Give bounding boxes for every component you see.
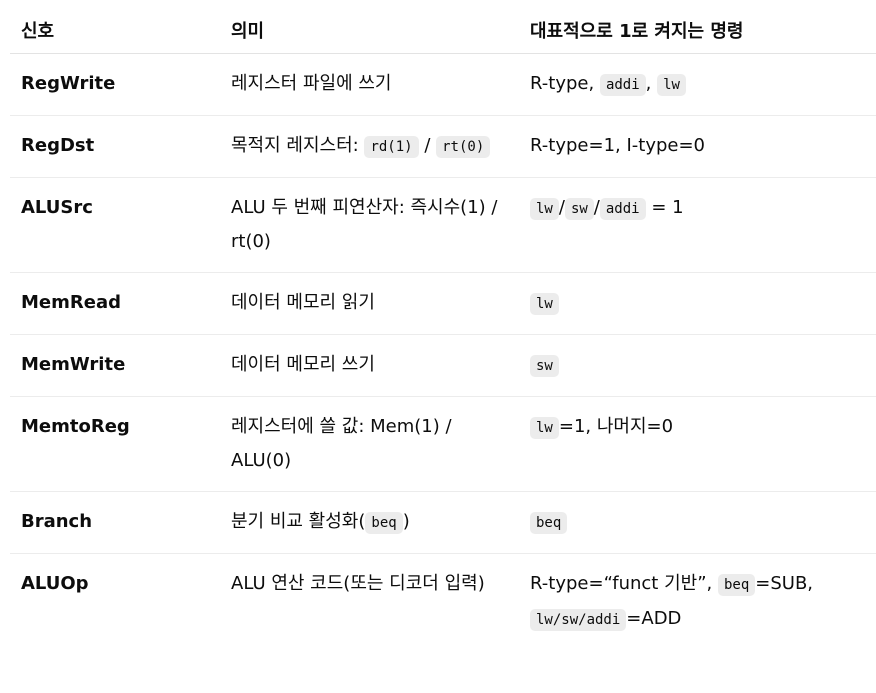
cell-text: 데이터 메모리 읽기 — [231, 292, 375, 313]
table-body: RegWrite 레지스터 파일에 쓰기 R-type, addi, lw RegDs… — [10, 53, 876, 651]
table-row: MemRead 데이터 메모리 읽기 lw — [10, 272, 876, 335]
cell-text: ) — [402, 511, 410, 532]
signal-meaning: 데이터 메모리 쓰기 — [220, 334, 519, 397]
inline-code: rt(0) — [436, 136, 491, 158]
cell-text: =SUB, — [755, 573, 814, 594]
cell-text: =1, 나머지=0 — [558, 416, 674, 437]
inline-code: lw — [657, 74, 686, 96]
signal-name: RegWrite — [10, 53, 220, 116]
typical-instructions: beq — [519, 491, 876, 554]
header-typical-instructions: 대표적으로 1로 켜지는 명령 — [519, 7, 876, 54]
table-row: MemtoReg 레지스터에 쓸 값: Mem(1) / ALU(0) lw =1, … — [10, 396, 876, 492]
signal-meaning: 분기 비교 활성화(beq) — [220, 491, 519, 554]
inline-code: addi — [599, 198, 646, 220]
inline-code: lw — [530, 293, 559, 315]
signal-meaning: ALU 연산 코드(또는 디코더 입력) — [220, 554, 519, 651]
signal-meaning: 레지스터 파일에 쓰기 — [220, 53, 519, 116]
typical-instructions: sw — [519, 334, 876, 397]
cell-text: ALU 두 번째 피연산자: 즉시수(1) / rt(0) — [231, 197, 498, 252]
signal-name: RegDst — [10, 115, 220, 178]
table-header-row: 신호 의미 대표적으로 1로 켜지는 명령 — [10, 7, 876, 54]
cell-text: = 1 — [645, 197, 684, 218]
cell-text: 목적지 레지스터: — [231, 135, 365, 156]
signal-name: ALUSrc — [10, 177, 220, 273]
cell-text: / — [418, 135, 437, 156]
typical-instructions: R-type, addi, lw — [519, 53, 876, 116]
cell-text: =ADD — [626, 608, 682, 629]
signal-name: MemRead — [10, 272, 220, 335]
table-row: MemWrite 데이터 메모리 쓰기 sw — [10, 334, 876, 397]
cell-text: 레지스터 파일에 쓰기 — [231, 73, 392, 94]
cell-text: / — [558, 197, 565, 218]
cell-text: , — [645, 73, 658, 94]
cell-text: ALU 연산 코드(또는 디코더 입력) — [231, 573, 485, 594]
inline-code: rd(1) — [364, 136, 419, 158]
cell-text: R-type=“funct 기반”, — [530, 573, 718, 594]
cell-text: 분기 비교 활성화( — [231, 511, 366, 532]
signal-name: MemtoReg — [10, 396, 220, 492]
cell-text: / — [593, 197, 600, 218]
cell-text: 레지스터에 쓸 값: Mem(1) / ALU(0) — [231, 416, 452, 471]
cell-text: R-type=1, I-type=0 — [530, 135, 706, 156]
inline-code: sw — [530, 355, 559, 377]
signal-name: Branch — [10, 491, 220, 554]
signal-meaning: ALU 두 번째 피연산자: 즉시수(1) / rt(0) — [220, 177, 519, 273]
typical-instructions: lw — [519, 272, 876, 335]
typical-instructions: lw =1, 나머지=0 — [519, 396, 876, 492]
signal-name: MemWrite — [10, 334, 220, 397]
table-row: RegDst 목적지 레지스터: rd(1) / rt(0) R-type=1, I… — [10, 115, 876, 178]
control-signal-table: 신호 의미 대표적으로 1로 켜지는 명령 RegWrite 레지스터 파일에 쓰… — [10, 7, 876, 650]
inline-code: beq — [717, 574, 756, 596]
signal-meaning: 레지스터에 쓸 값: Mem(1) / ALU(0) — [220, 396, 519, 492]
inline-code: beq — [365, 512, 403, 534]
inline-code: addi — [599, 74, 646, 96]
cell-text: 데이터 메모리 쓰기 — [231, 354, 375, 375]
table-row: Branch 분기 비교 활성화(beq) beq — [10, 491, 876, 554]
cell-text: R-type, — [530, 73, 600, 94]
signal-name: ALUOp — [21, 573, 89, 594]
inline-code: lw/sw/addi — [530, 609, 627, 631]
inline-code: beq — [530, 512, 568, 534]
inline-code: lw — [530, 198, 559, 220]
typical-instructions: R-type=“funct 기반”, beq =SUB, lw/sw/addi =A… — [519, 554, 876, 651]
inline-code: lw — [530, 417, 559, 439]
typical-instructions: lw / sw / addi = 1 — [519, 177, 876, 273]
table-row: RegWrite 레지스터 파일에 쓰기 R-type, addi, lw — [10, 53, 876, 116]
table-row: ALUSrc ALU 두 번째 피연산자: 즉시수(1) / rt(0) lw / sw… — [10, 177, 876, 273]
typical-instructions: R-type=1, I-type=0 — [519, 115, 876, 178]
inline-code: sw — [564, 198, 594, 220]
signal-meaning: 데이터 메모리 읽기 — [220, 272, 519, 335]
header-meaning: 의미 — [220, 7, 519, 54]
header-signal: 신호 — [10, 7, 220, 54]
table-row: ALUOp ALU 연산 코드(또는 디코더 입력) R-type=“funct 기… — [10, 554, 876, 651]
signal-meaning: 목적지 레지스터: rd(1) / rt(0) — [220, 115, 519, 178]
